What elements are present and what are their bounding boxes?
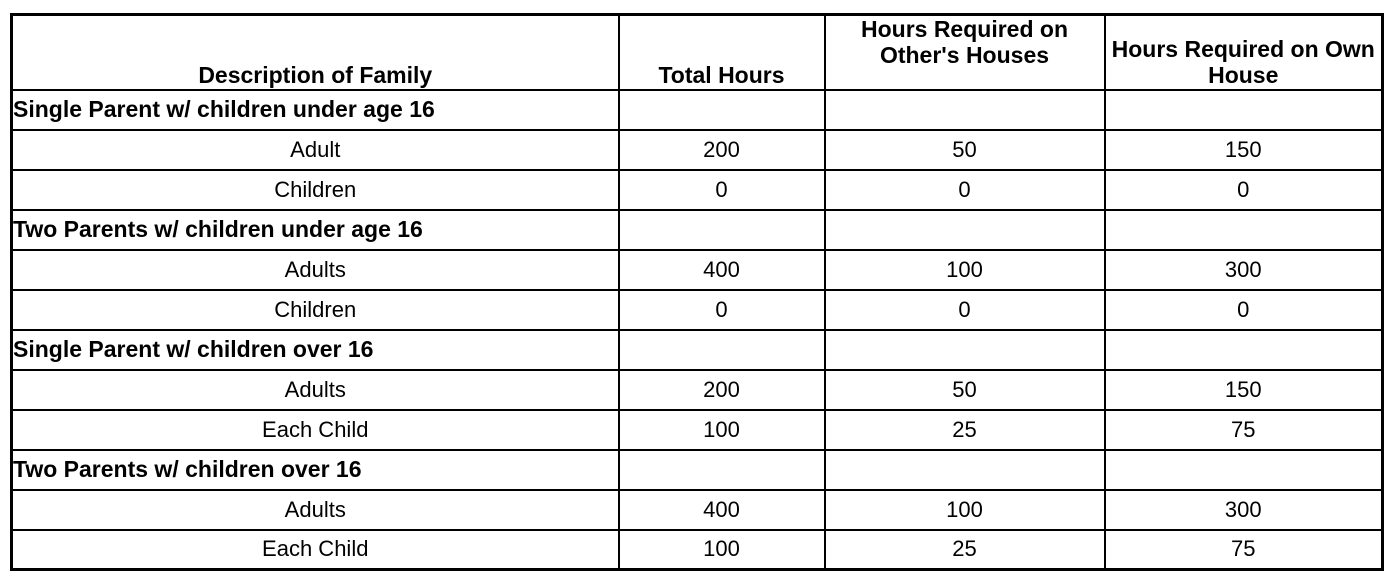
data-row: Each Child 100 25 75 xyxy=(10,528,1384,571)
total-hours-cell: 400 xyxy=(617,248,826,291)
others-houses-cell xyxy=(823,88,1106,131)
total-hours-cell: 200 xyxy=(617,128,826,171)
others-houses-cell: 100 xyxy=(823,488,1106,531)
data-row: Adults 200 50 150 xyxy=(10,368,1384,411)
family-member-label: Children xyxy=(10,168,620,211)
others-houses-cell xyxy=(823,448,1106,491)
total-hours-cell: 100 xyxy=(617,528,826,571)
data-row: Adults 400 100 300 xyxy=(10,248,1384,291)
own-house-cell: 75 xyxy=(1103,408,1384,451)
total-hours-cell: 400 xyxy=(617,488,826,531)
own-house-cell xyxy=(1103,448,1384,491)
total-hours-cell: 0 xyxy=(617,288,826,331)
section-row: Two Parents w/ children over 16 xyxy=(10,448,1384,491)
family-hours-table: Description of Family Total Hours Hours … xyxy=(10,13,1384,571)
family-member-label: Each Child xyxy=(10,528,620,571)
own-house-cell: 300 xyxy=(1103,488,1384,531)
total-hours-cell xyxy=(617,328,826,371)
family-member-label: Adults xyxy=(10,368,620,411)
others-houses-cell: 25 xyxy=(823,528,1106,571)
others-houses-cell xyxy=(823,208,1106,251)
own-house-cell: 0 xyxy=(1103,288,1384,331)
family-member-label: Each Child xyxy=(10,408,620,451)
own-house-cell: 0 xyxy=(1103,168,1384,211)
header-row: Description of Family Total Hours Hours … xyxy=(10,13,1384,91)
total-hours-cell xyxy=(617,88,826,131)
own-house-cell: 75 xyxy=(1103,528,1384,571)
data-row: Children 0 0 0 xyxy=(10,288,1384,331)
col-header-total-hours: Total Hours xyxy=(617,13,826,91)
own-house-cell xyxy=(1103,328,1384,371)
others-houses-cell: 50 xyxy=(823,368,1106,411)
own-house-cell: 300 xyxy=(1103,248,1384,291)
section-row: Two Parents w/ children under age 16 xyxy=(10,208,1384,251)
total-hours-cell: 0 xyxy=(617,168,826,211)
total-hours-cell: 200 xyxy=(617,368,826,411)
section-label: Single Parent w/ children over 16 xyxy=(10,328,620,371)
others-houses-cell: 0 xyxy=(823,168,1106,211)
section-label: Single Parent w/ children under age 16 xyxy=(10,88,620,131)
data-row: Adult 200 50 150 xyxy=(10,128,1384,171)
col-header-description-of-family: Description of Family xyxy=(10,13,620,91)
total-hours-cell xyxy=(617,208,826,251)
section-row: Single Parent w/ children under age 16 xyxy=(10,88,1384,131)
family-member-label: Children xyxy=(10,288,620,331)
family-member-label: Adults xyxy=(10,248,620,291)
total-hours-cell xyxy=(617,448,826,491)
own-house-cell xyxy=(1103,208,1384,251)
data-row: Adults 400 100 300 xyxy=(10,488,1384,531)
family-hours-table-container: Description of Family Total Hours Hours … xyxy=(10,13,1384,571)
others-houses-cell xyxy=(823,328,1106,371)
own-house-cell: 150 xyxy=(1103,368,1384,411)
total-hours-cell: 100 xyxy=(617,408,826,451)
col-header-hours-own-house: Hours Required on Own House xyxy=(1103,13,1384,91)
others-houses-cell: 50 xyxy=(823,128,1106,171)
data-row: Each Child 100 25 75 xyxy=(10,408,1384,451)
others-houses-cell: 0 xyxy=(823,288,1106,331)
own-house-cell: 150 xyxy=(1103,128,1384,171)
col-header-hours-others-houses: Hours Required on Other's Houses xyxy=(823,13,1106,91)
section-row: Single Parent w/ children over 16 xyxy=(10,328,1384,371)
section-label: Two Parents w/ children over 16 xyxy=(10,448,620,491)
data-row: Children 0 0 0 xyxy=(10,168,1384,211)
section-label: Two Parents w/ children under age 16 xyxy=(10,208,620,251)
others-houses-cell: 100 xyxy=(823,248,1106,291)
family-member-label: Adults xyxy=(10,488,620,531)
own-house-cell xyxy=(1103,88,1384,131)
family-member-label: Adult xyxy=(10,128,620,171)
others-houses-cell: 25 xyxy=(823,408,1106,451)
